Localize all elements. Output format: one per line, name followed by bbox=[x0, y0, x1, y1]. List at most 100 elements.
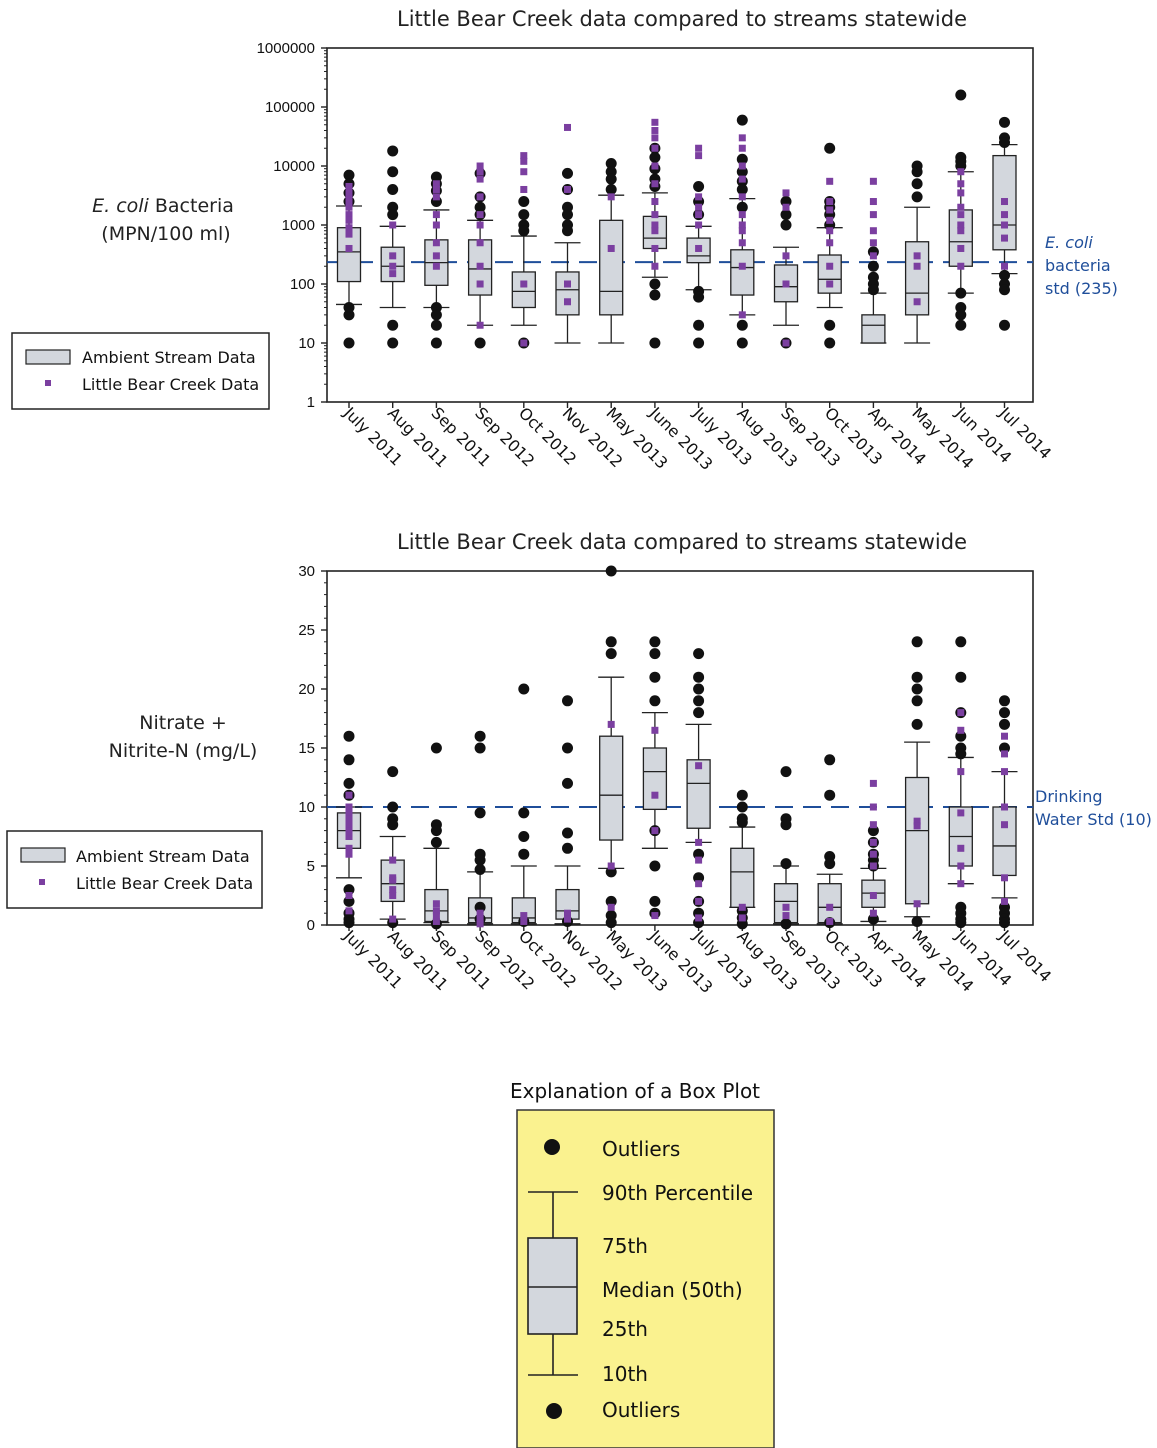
ecoli-creek-marker bbox=[826, 216, 834, 224]
ecoli-creek-marker bbox=[651, 118, 659, 126]
ecoli-outlier-point bbox=[562, 167, 573, 179]
explanation-item: 75th bbox=[602, 1234, 648, 1258]
ecoli-creek-marker bbox=[738, 262, 746, 270]
ecoli-creek-marker bbox=[345, 182, 353, 190]
ecoli-creek-marker bbox=[1001, 211, 1008, 219]
ecoli-creek-marker bbox=[738, 221, 746, 229]
nitrate-creek-marker bbox=[651, 827, 659, 835]
ecoli-box bbox=[817, 254, 842, 294]
ecoli-creek-marker bbox=[957, 262, 965, 270]
nitrate-creek-marker bbox=[957, 844, 965, 852]
ecoli-outlier-point bbox=[649, 151, 661, 163]
ecoli-outlier-point bbox=[343, 169, 355, 181]
ecoli-y-tick-label: 1 bbox=[307, 394, 315, 411]
ecoli-creek-marker bbox=[913, 298, 921, 306]
ecoli-outlier-point bbox=[867, 284, 879, 296]
nitrate-outlier-point bbox=[999, 718, 1010, 730]
nitrate-creek-marker bbox=[695, 856, 703, 864]
ecoli-creek-marker bbox=[476, 239, 484, 247]
nitrate-outlier-point bbox=[430, 742, 442, 754]
ecoli-outlier-point bbox=[430, 309, 442, 321]
ecoli-creek-marker bbox=[607, 193, 615, 201]
ecoli-std-label-line1: E. coli bbox=[1045, 233, 1093, 252]
nitrate-chart: Little Bear Creek data compared to strea… bbox=[6, 530, 1152, 997]
ecoli-outlier-point bbox=[649, 337, 661, 349]
nitrate-creek-marker bbox=[651, 726, 659, 734]
ecoli-box bbox=[511, 271, 536, 309]
ecoli-outlier-point bbox=[736, 319, 748, 331]
nitrate-creek-marker bbox=[957, 709, 965, 717]
ecoli-creek-marker bbox=[957, 227, 965, 235]
ecoli-creek-marker bbox=[651, 262, 659, 270]
nitrate-y-tick-label: 30 bbox=[298, 563, 315, 580]
nitrate-creek-marker bbox=[432, 917, 440, 925]
ecoli-outlier-point bbox=[605, 158, 617, 170]
ecoli-creek-marker bbox=[913, 262, 921, 270]
ecoli-creek-marker bbox=[651, 126, 659, 134]
nitrate-y-axis-label-line1: Nitrate + bbox=[139, 712, 227, 734]
ecoli-outlier-point bbox=[999, 284, 1010, 296]
nitrate-creek-marker bbox=[869, 850, 877, 858]
nitrate-creek-marker bbox=[432, 907, 440, 915]
ecoli-creek-marker bbox=[738, 162, 746, 170]
nitrate-outlier-point bbox=[343, 777, 355, 789]
ecoli-creek-marker bbox=[432, 252, 440, 260]
nitrate-outlier-point bbox=[649, 636, 661, 648]
nitrate-std-label-line2: Water Std (10) bbox=[1035, 810, 1152, 829]
ecoli-creek-marker bbox=[869, 211, 877, 219]
nitrate-outlier-point bbox=[736, 789, 748, 801]
ecoli-creek-marker bbox=[957, 221, 965, 229]
ecoli-creek-marker bbox=[826, 280, 834, 288]
nitrate-creek-marker bbox=[1001, 732, 1008, 740]
nitrate-outlier-point bbox=[999, 707, 1010, 719]
nitrate-outlier-point bbox=[911, 718, 923, 730]
nitrate-outlier-point bbox=[911, 671, 923, 683]
ecoli-creek-marker bbox=[651, 162, 659, 170]
legend-frame bbox=[11, 332, 270, 410]
nitrate-creek-marker bbox=[695, 897, 703, 905]
nitrate-box bbox=[642, 747, 668, 811]
nitrate-creek-marker bbox=[607, 862, 615, 870]
nitrate-box bbox=[992, 806, 1017, 877]
ecoli-creek-marker bbox=[957, 203, 965, 211]
nitrate-outlier-point bbox=[911, 636, 923, 648]
nitrate-creek-marker bbox=[345, 803, 353, 811]
ecoli-creek-marker bbox=[651, 144, 659, 152]
explanation-item: Outliers bbox=[602, 1137, 680, 1161]
legend-creek-label: Little Bear Creek Data bbox=[82, 375, 259, 394]
nitrate-outlier-point bbox=[780, 766, 792, 778]
nitrate-creek-marker bbox=[869, 862, 877, 870]
ecoli-creek-marker bbox=[389, 221, 397, 229]
nitrate-outlier-point bbox=[518, 807, 530, 819]
nitrate-creek-marker bbox=[345, 809, 353, 817]
nitrate-outlier-point bbox=[562, 842, 573, 854]
ecoli-creek-marker bbox=[651, 227, 659, 235]
nitrate-y-tick-label: 0 bbox=[307, 917, 315, 934]
ecoli-y-tick-label: 10 bbox=[298, 335, 315, 352]
nitrate-creek-marker bbox=[389, 856, 397, 864]
ecoli-creek-marker bbox=[345, 230, 353, 238]
ecoli-creek-marker bbox=[826, 262, 834, 270]
ecoli-outlier-point bbox=[911, 191, 923, 203]
nitrate-outlier-point bbox=[605, 565, 617, 577]
ecoli-creek-marker bbox=[476, 168, 484, 176]
ecoli-outlier-point bbox=[518, 225, 530, 237]
ecoli-creek-marker bbox=[389, 252, 397, 260]
nitrate-outlier-point bbox=[649, 895, 661, 907]
nitrate-creek-marker bbox=[607, 903, 615, 911]
ecoli-creek-marker bbox=[738, 239, 746, 247]
ecoli-outlier-point bbox=[736, 337, 748, 349]
ecoli-outlier-point bbox=[955, 319, 967, 331]
nitrate-creek-marker bbox=[389, 886, 397, 894]
nitrate-creek-marker bbox=[957, 880, 965, 888]
explanation-item: 25th bbox=[602, 1317, 648, 1341]
ecoli-creek-marker bbox=[957, 180, 965, 188]
legend-ambient-swatch bbox=[25, 349, 71, 365]
ecoli-outlier-point bbox=[824, 142, 836, 154]
ecoli-creek-marker bbox=[564, 298, 571, 306]
ecoli-creek-marker bbox=[432, 221, 440, 229]
ecoli-y-label-rest: Bacteria bbox=[149, 195, 234, 217]
explanation-title: Explanation of a Box Plot bbox=[510, 1079, 760, 1103]
ecoli-box bbox=[599, 219, 624, 316]
